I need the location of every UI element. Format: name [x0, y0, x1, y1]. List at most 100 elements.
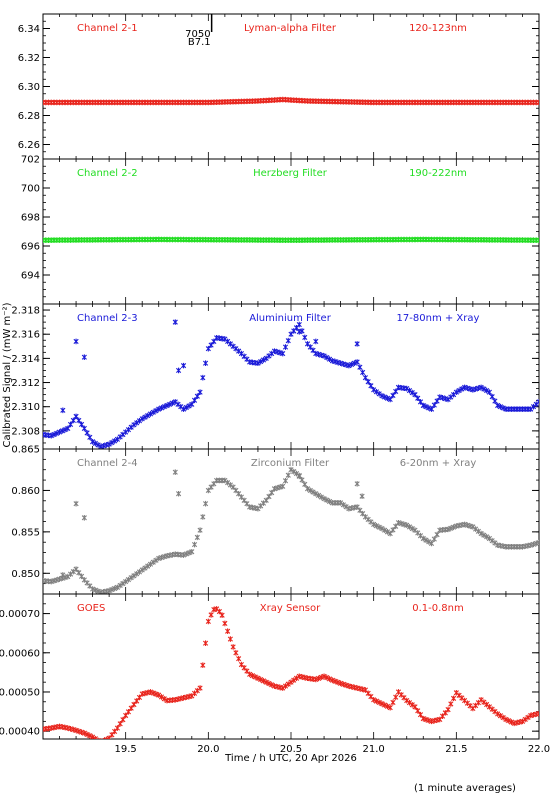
outlier-point — [313, 338, 319, 345]
data-point — [387, 704, 393, 711]
data-point — [420, 535, 426, 542]
data-point — [346, 362, 352, 369]
data-point — [219, 612, 225, 619]
data-point — [200, 514, 206, 520]
data-point — [180, 552, 187, 558]
panel-4: 0.850 0.855 0.860 0.865 Channel 2-4 Zirconium… — [11, 445, 540, 595]
data-point — [189, 548, 195, 555]
y-tick-label: 2.318 — [11, 306, 40, 317]
data-point — [106, 441, 112, 447]
data-point — [285, 681, 291, 687]
data-point — [412, 391, 418, 398]
outlier-point — [81, 354, 87, 360]
y-tick-label: 696 — [21, 242, 40, 253]
data-point — [76, 569, 82, 576]
data-point — [112, 585, 118, 592]
flare-marker: 7050 B7.1 — [185, 14, 213, 48]
data-point — [70, 417, 76, 424]
data-point — [266, 493, 272, 500]
data-point — [387, 530, 393, 537]
data-point — [114, 584, 120, 591]
outlier-point — [73, 338, 79, 345]
data-point — [379, 393, 385, 399]
data-point — [382, 394, 388, 400]
data-point — [387, 396, 393, 403]
data-point — [310, 489, 316, 495]
y-tick-label: 0.850 — [11, 569, 40, 580]
series-markers — [43, 319, 539, 449]
data-point — [321, 495, 327, 502]
panel-1: 6.26 6.28 6.30 6.32 6.34 Channel 2-1 Lyman-alp… — [18, 13, 540, 160]
y-tick-label: 0.00050 — [0, 687, 40, 698]
data-point — [417, 711, 424, 718]
data-point — [304, 485, 311, 492]
data-point — [459, 386, 465, 392]
outlier-point — [60, 572, 66, 578]
y-tick-label: 6.30 — [18, 82, 40, 93]
data-point — [169, 400, 176, 406]
data-point — [417, 399, 424, 405]
data-point — [426, 405, 432, 411]
data-point — [131, 572, 137, 579]
data-point — [481, 386, 487, 392]
data-point — [109, 586, 115, 593]
data-point — [486, 389, 492, 396]
outlier-point — [296, 328, 302, 335]
data-point — [404, 522, 410, 529]
data-point — [412, 704, 418, 710]
data-point — [536, 539, 539, 546]
data-point — [153, 407, 159, 414]
y-tick-label: 2.314 — [11, 354, 40, 365]
x-tick-label: 21.5 — [445, 744, 467, 755]
data-point — [313, 676, 319, 683]
data-point — [522, 716, 528, 723]
data-point — [161, 403, 167, 410]
data-point — [90, 438, 96, 445]
data-point — [406, 524, 413, 530]
outlier-point — [81, 514, 87, 521]
data-point — [67, 421, 74, 428]
data-point — [431, 402, 437, 408]
data-point — [453, 389, 459, 396]
data-point — [280, 350, 286, 357]
data-point — [186, 403, 192, 409]
data-point — [95, 737, 101, 739]
data-point — [56, 429, 63, 435]
data-point — [194, 393, 200, 400]
data-point — [263, 679, 269, 685]
data-point — [373, 522, 380, 529]
y-axis-label: Calibrated Signal / (mW m⁻²) — [2, 302, 13, 447]
data-point — [158, 694, 165, 700]
data-point — [134, 571, 140, 577]
data-point — [282, 344, 289, 350]
data-point — [351, 360, 357, 367]
data-point — [109, 439, 115, 446]
data-point — [161, 695, 167, 702]
data-point — [365, 378, 371, 385]
data-point — [428, 406, 435, 412]
y-tick-label: 6.26 — [18, 140, 40, 151]
data-point — [321, 673, 327, 680]
data-point — [222, 620, 228, 627]
data-point — [205, 345, 211, 352]
data-point — [368, 382, 374, 389]
outlier-point — [172, 319, 178, 325]
data-point — [269, 681, 275, 688]
data-point — [150, 409, 156, 416]
data-point — [313, 490, 319, 497]
data-point — [92, 587, 98, 593]
data-point — [150, 559, 156, 566]
data-point — [329, 677, 335, 684]
series-markers — [43, 606, 539, 739]
data-point — [519, 718, 526, 725]
data-point — [73, 413, 79, 420]
data-point — [390, 699, 396, 706]
data-point — [288, 679, 294, 685]
data-point — [236, 655, 242, 662]
data-point — [112, 438, 118, 444]
data-point — [208, 342, 214, 348]
data-point — [497, 712, 504, 719]
y-tick-label: 0.00060 — [0, 648, 40, 659]
data-point — [147, 689, 154, 695]
data-point — [200, 374, 206, 381]
